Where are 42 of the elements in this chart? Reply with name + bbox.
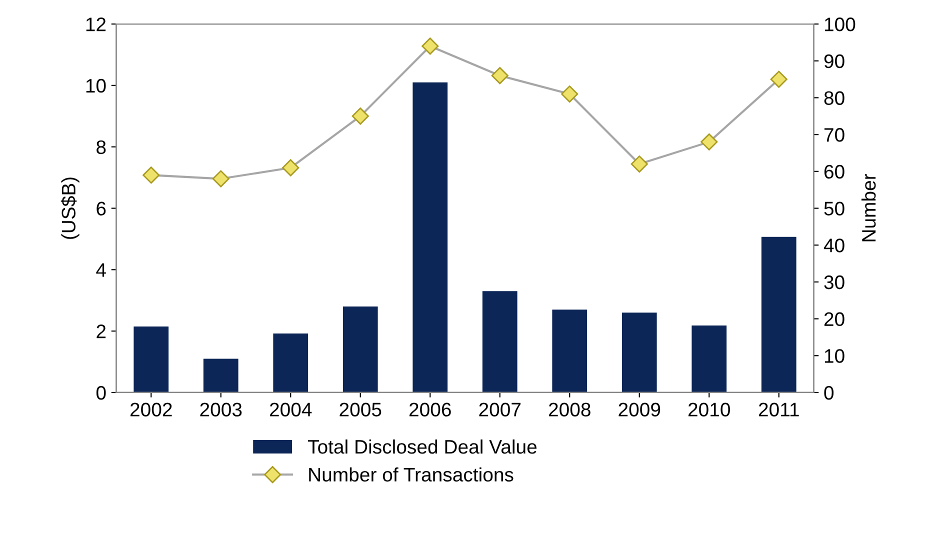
y2-tick-label: 50 xyxy=(824,202,844,216)
y2-tick-label: 20 xyxy=(824,312,844,326)
x-tick-label: 2005 xyxy=(340,402,382,416)
bar xyxy=(552,310,588,392)
bar xyxy=(203,358,238,392)
bar xyxy=(692,326,727,392)
y-tick-label: 6 xyxy=(96,202,106,216)
bar xyxy=(412,82,448,392)
x-tick-label: 2007 xyxy=(479,402,521,416)
bar xyxy=(342,306,378,392)
legend-label: Total Disclosed Deal Value xyxy=(308,439,537,454)
legend-label: Number of Transactions xyxy=(309,467,514,482)
y2-tick-label: 80 xyxy=(824,91,844,105)
x-tick-label: 2010 xyxy=(688,402,730,416)
y2-tick-label: 90 xyxy=(824,54,844,68)
y-tick-label: 10 xyxy=(86,78,106,93)
x-tick-label: 2008 xyxy=(548,402,590,416)
bar xyxy=(482,291,518,392)
y2-tick-label: 100 xyxy=(824,18,856,32)
y-axis-title: (US$B) xyxy=(60,178,80,239)
x-tick-label: 2003 xyxy=(200,402,242,416)
x-tick-label: 2002 xyxy=(130,402,172,416)
y-tick-label: 12 xyxy=(86,18,106,32)
bar xyxy=(622,312,657,392)
y2-tick-label: 60 xyxy=(824,164,844,179)
x-tick-label: 2006 xyxy=(409,402,451,416)
x-tick-label: 2009 xyxy=(618,402,660,416)
x-tick-label: 2004 xyxy=(270,402,312,416)
y2-axis-title: Number xyxy=(861,174,876,242)
y2-tick-label: 10 xyxy=(824,349,844,363)
y-tick-label: 0 xyxy=(96,386,106,400)
bar xyxy=(134,326,169,392)
y2-tick-label: 40 xyxy=(824,238,844,252)
y2-tick-label: 0 xyxy=(824,386,834,400)
x-tick-label: 2011 xyxy=(758,402,799,416)
y2-tick-label: 30 xyxy=(824,275,844,290)
y-tick-label: 8 xyxy=(96,140,106,154)
y2-tick-label: 70 xyxy=(824,128,844,142)
bar xyxy=(761,236,796,392)
bar xyxy=(273,334,308,392)
y-tick-label: 4 xyxy=(96,263,106,277)
y-tick-label: 2 xyxy=(96,324,106,338)
